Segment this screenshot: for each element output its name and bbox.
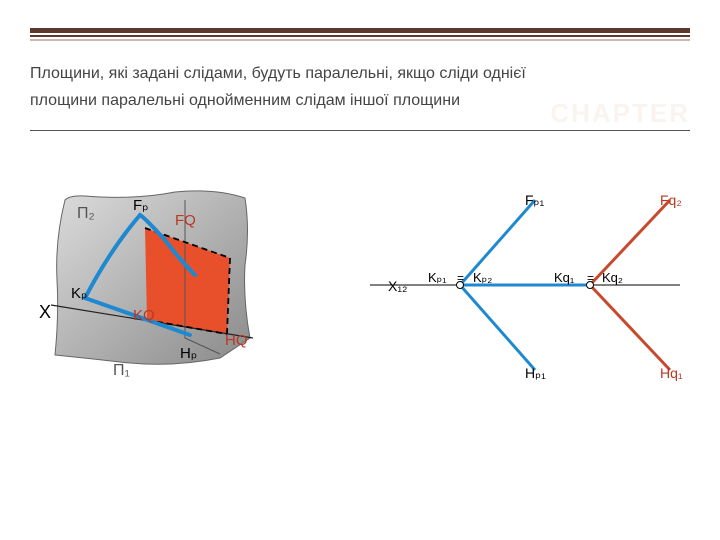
svg-text:Fₚ₁: Fₚ₁	[525, 192, 545, 208]
blue-fp1	[460, 200, 535, 285]
svg-text:KQ: KQ	[133, 307, 155, 324]
paragraph-line2: площини паралельні однойменним слідам ін…	[30, 92, 460, 109]
red-hq1	[590, 285, 670, 370]
diagram-2d: X₁₂ Kₚ₁ Kₚ₂ Kq₁ Kq₂ = = Fₚ₁ Fq₂ Hₚ₁ Hq₁	[340, 175, 710, 385]
svg-text:Kq₁: Kq₁	[554, 270, 575, 285]
svg-text:Fq₂: Fq₂	[660, 192, 682, 208]
svg-text:HQ: HQ	[225, 332, 248, 349]
border-top-thick	[30, 28, 690, 33]
diagram-3d: П₂ П₁ X Fₚ FQ Kₚ KQ Hₚ HQ	[25, 170, 285, 400]
svg-text:Kq₂: Kq₂	[602, 270, 623, 285]
svg-text:Kₚ: Kₚ	[71, 285, 87, 302]
svg-text:П₂: П₂	[77, 205, 95, 222]
decorative-border	[30, 28, 690, 42]
svg-text:Fₚ: Fₚ	[133, 197, 149, 214]
svg-text:=: =	[457, 271, 464, 285]
svg-text:Hq₁: Hq₁	[660, 365, 683, 381]
svg-text:Kₚ₁: Kₚ₁	[428, 270, 447, 285]
svg-text:Hₚ: Hₚ	[180, 345, 197, 362]
horizontal-rule	[30, 130, 690, 131]
svg-text:Hₚ₁: Hₚ₁	[525, 365, 546, 381]
svg-text:П₁: П₁	[113, 362, 130, 379]
svg-text:Kₚ₂: Kₚ₂	[473, 270, 492, 285]
svg-text:X₁₂: X₁₂	[388, 278, 408, 294]
svg-text:FQ: FQ	[175, 212, 196, 229]
blue-hp1	[460, 285, 535, 370]
paragraph-line1: Площини, які задані слідами, будуть пара…	[30, 65, 526, 82]
chapter-ghost: CHAPTER	[550, 98, 690, 129]
border-mid-thin	[30, 35, 690, 37]
svg-text:=: =	[587, 271, 594, 285]
border-bottom-thin	[30, 39, 690, 41]
svg-text:X: X	[39, 302, 51, 322]
